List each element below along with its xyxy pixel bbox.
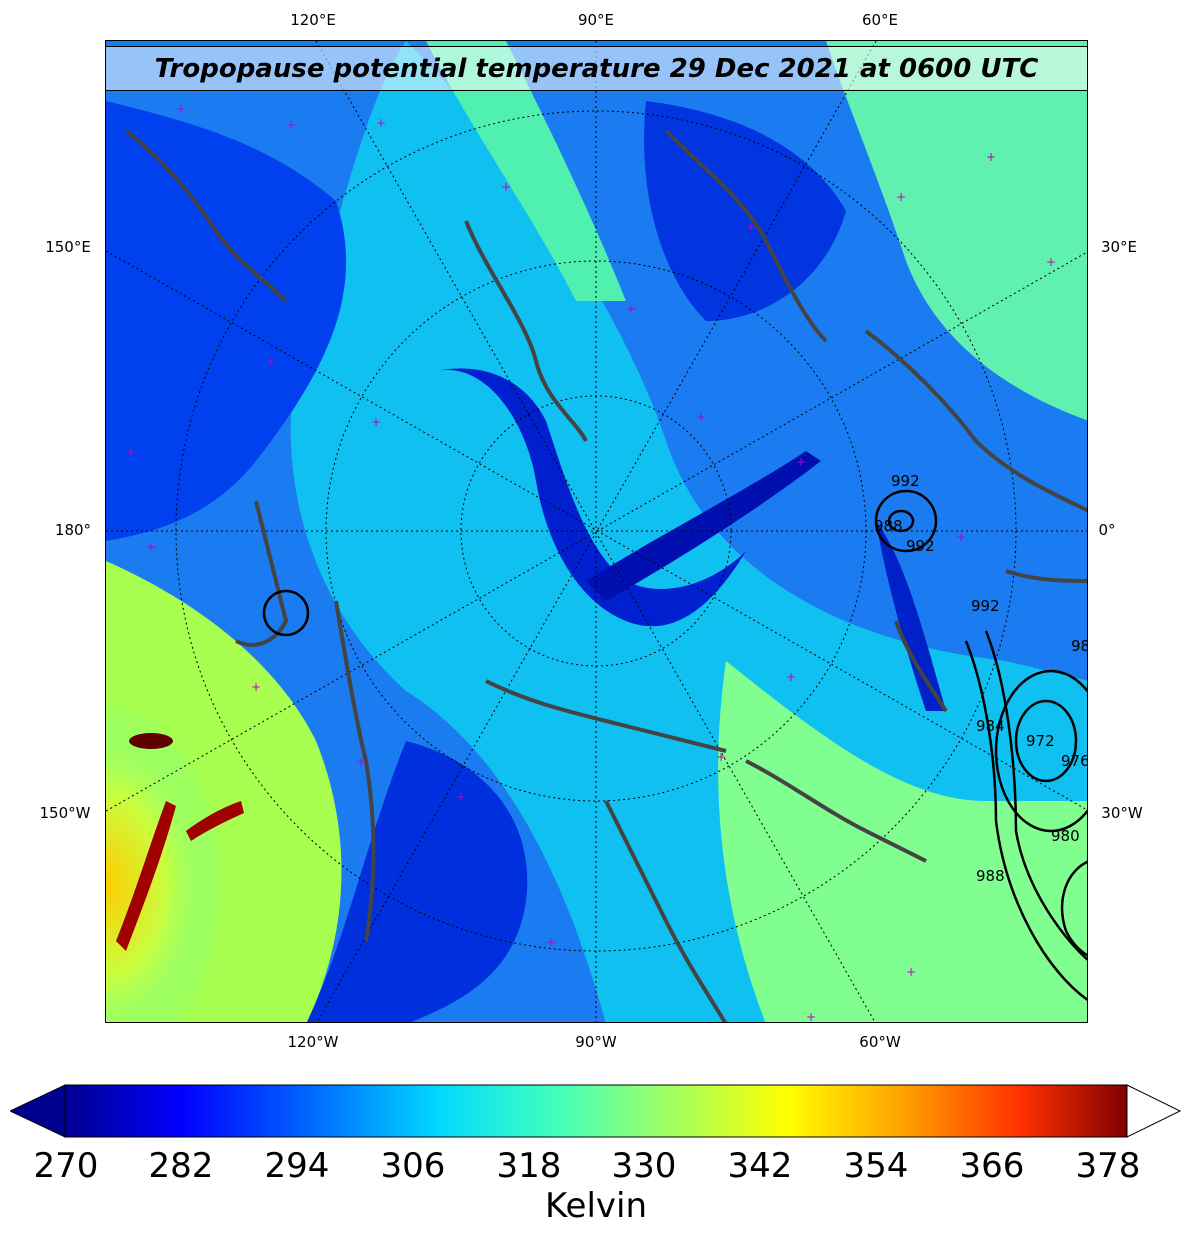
svg-text:+: + xyxy=(286,118,296,132)
svg-text:+: + xyxy=(896,190,906,204)
svg-text:+: + xyxy=(251,680,261,694)
contour-label-992-b: 992 xyxy=(906,537,935,555)
label-60w-bottom: 60°W xyxy=(859,1033,901,1051)
contour-label-98: 98 xyxy=(1071,637,1088,655)
contour-label-992-c: 992 xyxy=(971,597,1000,615)
label-180-left: 180° xyxy=(54,521,92,539)
green-patch-nw-band xyxy=(426,41,626,301)
green-patch-se xyxy=(718,661,1087,1022)
colorbar-body xyxy=(64,1084,1128,1138)
svg-text:+: + xyxy=(371,415,381,429)
tropopause-map: 992 988 992 984 976 972 980 988 992 98 +… xyxy=(106,41,1088,1023)
contour-label-980: 980 xyxy=(1051,827,1080,845)
label-90w-bottom: 90°W xyxy=(575,1033,617,1051)
colorbar-tick-318: 318 xyxy=(496,1146,562,1186)
svg-text:+: + xyxy=(806,1010,816,1023)
label-150e-left: 150°E xyxy=(45,238,91,256)
blue-streak-ne xyxy=(586,451,821,601)
label-0-right: 0° xyxy=(1098,521,1116,539)
blue-tongue-east xyxy=(876,521,946,711)
svg-text:+: + xyxy=(796,455,806,469)
colorbar-extend-max xyxy=(1126,1084,1182,1138)
svg-text:+: + xyxy=(696,410,706,424)
pressure-contours xyxy=(262,489,1087,1002)
contour-label-992-a: 992 xyxy=(891,472,920,490)
title-box: Tropopause potential temperature 29 Dec … xyxy=(105,46,1088,91)
svg-text:+: + xyxy=(906,965,916,979)
svg-text:+: + xyxy=(146,540,156,554)
label-120e-top: 120°E xyxy=(290,11,336,29)
colorbar-tick-366: 366 xyxy=(959,1146,1025,1186)
svg-text:+: + xyxy=(986,150,996,164)
svg-text:+: + xyxy=(376,116,386,130)
svg-text:+: + xyxy=(746,220,756,234)
colorbar-tick-354: 354 xyxy=(843,1146,909,1186)
svg-text:+: + xyxy=(456,790,466,804)
colorbar-tick-342: 342 xyxy=(727,1146,793,1186)
contour-label-984: 984 xyxy=(976,717,1005,735)
label-30e-right: 30°E xyxy=(1100,238,1138,256)
blue-region-nw xyxy=(106,101,347,541)
blue-filament-center xyxy=(436,368,746,627)
svg-text:+: + xyxy=(266,355,276,369)
station-markers: + + + + + + + + + + + + + + + + + + + + + + + + xyxy=(126,102,1056,1023)
label-150w-left: 150°W xyxy=(39,804,91,822)
svg-text:+: + xyxy=(716,750,726,764)
svg-text:+: + xyxy=(356,755,366,769)
svg-text:+: + xyxy=(956,530,966,544)
red-streak-2 xyxy=(186,801,244,841)
contour-label-988-b: 988 xyxy=(976,867,1005,885)
colorbar-tick-282: 282 xyxy=(148,1146,214,1186)
colorbar-extend-min xyxy=(10,1084,66,1138)
map-title: Tropopause potential temperature 29 Dec … xyxy=(154,53,1039,84)
label-30w-right: 30°W xyxy=(1101,804,1143,822)
colorbar-tick-306: 306 xyxy=(380,1146,446,1186)
colorbar-tick-378: 378 xyxy=(1075,1146,1141,1186)
map-panel: 992 988 992 984 976 972 980 988 992 98 +… xyxy=(105,40,1088,1023)
pressure-contour-labels: 992 988 992 984 976 972 980 988 992 98 xyxy=(874,472,1088,885)
colorbar xyxy=(10,1084,1182,1138)
contour-label-988-a: 988 xyxy=(874,517,903,535)
contour-label-972: 972 xyxy=(1026,732,1055,750)
coastlines xyxy=(124,129,1087,1022)
graticule xyxy=(106,41,1087,1022)
label-90e-top: 90°E xyxy=(577,11,615,29)
svg-text:+: + xyxy=(126,445,136,459)
red-streak-1 xyxy=(116,801,176,951)
colorbar-tick-270: 270 xyxy=(33,1146,99,1186)
svg-text:+: + xyxy=(1046,255,1056,269)
label-120w-bottom: 120°W xyxy=(287,1033,339,1051)
green-patch-ne xyxy=(826,41,1087,421)
red-blob xyxy=(129,733,173,749)
svg-text:+: + xyxy=(546,935,556,949)
svg-text:+: + xyxy=(626,302,636,316)
svg-text:+: + xyxy=(501,180,511,194)
colorbar-tick-330: 330 xyxy=(611,1146,677,1186)
contour-label-976: 976 xyxy=(1061,752,1088,770)
svg-text:+: + xyxy=(176,102,186,116)
svg-text:+: + xyxy=(786,670,796,684)
label-60e-top: 60°E xyxy=(861,11,899,29)
blue-region-south xyxy=(306,741,528,1022)
colorbar-tick-294: 294 xyxy=(264,1146,330,1186)
colorbar-label: Kelvin xyxy=(544,1186,648,1226)
